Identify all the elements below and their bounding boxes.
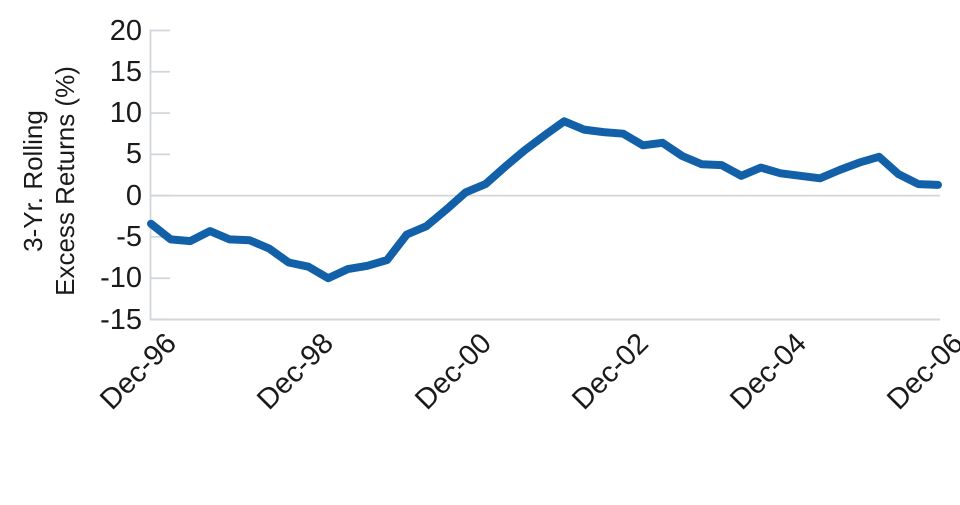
y-tick-label-20: 20 (109, 14, 142, 47)
y-tick-label-15: 15 (109, 55, 142, 88)
plot-area (147, 29, 942, 321)
y-tick-label-5: 5 (125, 138, 142, 171)
rolling-excess-returns-chart: 3-Yr. Rolling Excess Returns (%) 20 15 10 5… (18, 14, 960, 417)
y-tick-label-10: 10 (109, 97, 142, 130)
y-tick-label-0: 0 (125, 179, 142, 212)
y-tick-label--10: -10 (100, 262, 142, 295)
y-tick-label--5: -5 (116, 220, 142, 253)
y-axis-ticks (150, 29, 170, 321)
y-tick-label--15: -15 (100, 303, 142, 336)
series-line-excess-returns (147, 117, 942, 283)
